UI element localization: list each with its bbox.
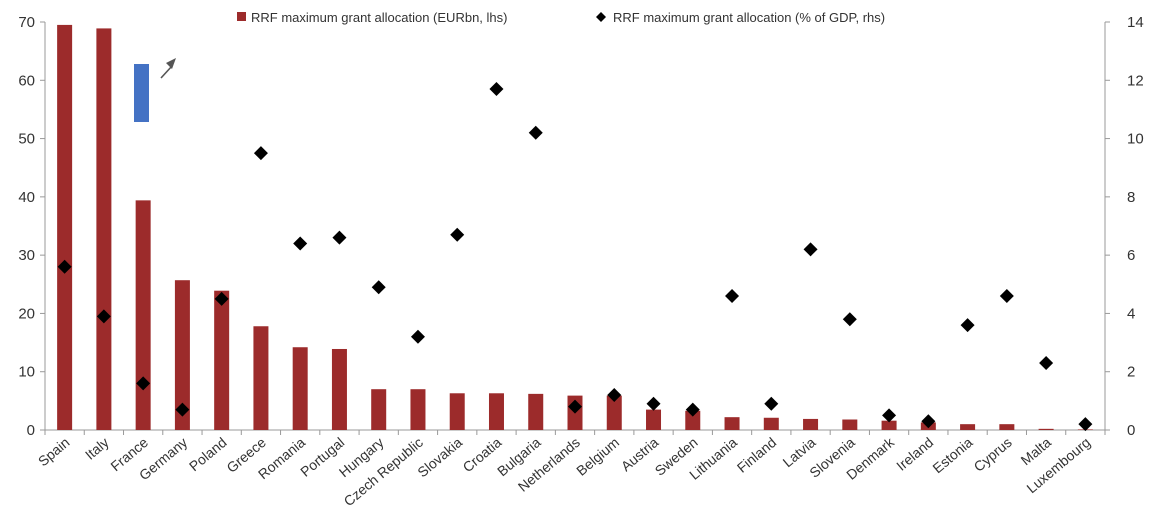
- legend-label-diamonds: RRF maximum grant allocation (% of GDP, …: [613, 10, 885, 25]
- left-tick-label: 40: [18, 189, 35, 206]
- scatter-series: [57, 82, 1093, 432]
- bar: [174, 280, 190, 430]
- bar: [371, 389, 387, 430]
- bar: [449, 393, 465, 430]
- bar: [214, 290, 230, 430]
- diamond-point: [1039, 355, 1054, 370]
- right-tick-label: 8: [1127, 189, 1135, 206]
- diamond-point: [999, 288, 1014, 303]
- diamond-point: [57, 259, 72, 274]
- legend-label-bars: RRF maximum grant allocation (EURbn, lhs…: [251, 10, 507, 25]
- diamond-point: [607, 388, 622, 403]
- diamond-point: [764, 396, 779, 411]
- arrow-annotation: [160, 65, 173, 79]
- diamond-point: [921, 414, 936, 429]
- diamond-point: [332, 230, 347, 245]
- right-tick-label: 12: [1127, 72, 1144, 89]
- bar: [253, 326, 269, 430]
- category-label: Belgium: [573, 434, 622, 479]
- left-tick-label: 30: [18, 247, 35, 264]
- diamond-point: [882, 408, 897, 423]
- diamond-point: [725, 288, 740, 303]
- bar: [803, 418, 819, 430]
- arrow-head-icon: [166, 58, 176, 69]
- diamond-point: [214, 291, 229, 306]
- bar: [96, 28, 112, 430]
- right-tick-label: 6: [1127, 247, 1135, 264]
- left-tick-label: 60: [18, 72, 35, 89]
- category-label: Poland: [186, 434, 230, 474]
- diamond-point: [489, 82, 504, 97]
- bar: [606, 395, 622, 430]
- right-tick-label: 10: [1127, 131, 1144, 148]
- bar: [724, 417, 740, 430]
- bar: [1038, 428, 1054, 430]
- category-label: Cyprus: [971, 434, 1015, 475]
- category-label: Ireland: [893, 434, 936, 474]
- bar: [999, 424, 1015, 430]
- bar: [528, 393, 544, 430]
- bar: [646, 409, 662, 430]
- diamond-point: [568, 399, 582, 414]
- bar: [685, 410, 701, 430]
- legend-diamond-swatch: [596, 12, 606, 22]
- bar: [410, 389, 426, 430]
- diamond-point: [528, 125, 543, 140]
- right-tick-label: 4: [1127, 305, 1135, 322]
- legend: RRF maximum grant allocation (EURbn, lhs…: [237, 10, 885, 25]
- left-tick-label: 70: [18, 14, 35, 31]
- right-tick-label: 14: [1127, 14, 1144, 31]
- diamond-point: [1078, 417, 1093, 432]
- right-tick-label: 0: [1127, 422, 1135, 439]
- diamond-point: [175, 402, 190, 417]
- legend-bar-swatch: [237, 12, 246, 21]
- category-label: Spain: [35, 434, 73, 469]
- left-tick-label: 50: [18, 131, 35, 148]
- diamond-point: [842, 312, 857, 327]
- category-label: Estonia: [929, 434, 975, 476]
- diamond-point: [685, 402, 700, 417]
- bar: [763, 417, 779, 430]
- diamond-point: [803, 242, 818, 257]
- diamond-point: [646, 396, 661, 411]
- category-label: Italy: [82, 434, 112, 463]
- diamond-point: [96, 309, 111, 324]
- bar: [57, 24, 73, 431]
- diamond-point: [371, 280, 386, 295]
- diamond-point: [450, 227, 465, 242]
- left-tick-label: 10: [18, 364, 35, 381]
- diamond-point: [136, 376, 151, 391]
- bar: [881, 420, 897, 430]
- category-label: Finland: [734, 434, 779, 476]
- diamond-point: [253, 146, 268, 161]
- diamond-point: [960, 318, 975, 333]
- right-tick-label: 2: [1127, 364, 1135, 381]
- blue-marker-annotation: [134, 64, 149, 122]
- diamond-point: [293, 236, 308, 251]
- category-label: Slovakia: [414, 434, 465, 480]
- annotations: [134, 58, 176, 122]
- bar: [331, 348, 347, 430]
- bar: [842, 419, 858, 430]
- left-tick-label: 20: [18, 305, 35, 322]
- bar: [292, 347, 308, 430]
- bar: [135, 200, 151, 430]
- bar: [488, 393, 504, 430]
- bar: [960, 424, 976, 430]
- diamond-point: [410, 329, 425, 344]
- left-tick-label: 0: [27, 422, 35, 439]
- bar-series: [57, 24, 1093, 431]
